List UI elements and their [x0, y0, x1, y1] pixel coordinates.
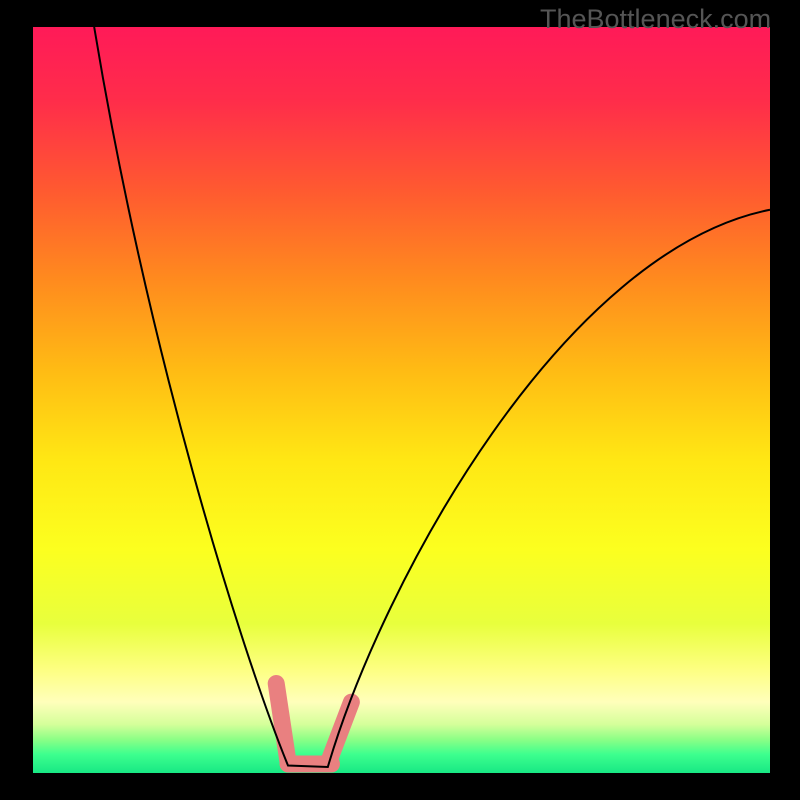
bottleneck-chart	[0, 0, 800, 800]
watermark-text: TheBottleneck.com	[540, 4, 771, 35]
plot-gradient-area	[33, 27, 770, 773]
